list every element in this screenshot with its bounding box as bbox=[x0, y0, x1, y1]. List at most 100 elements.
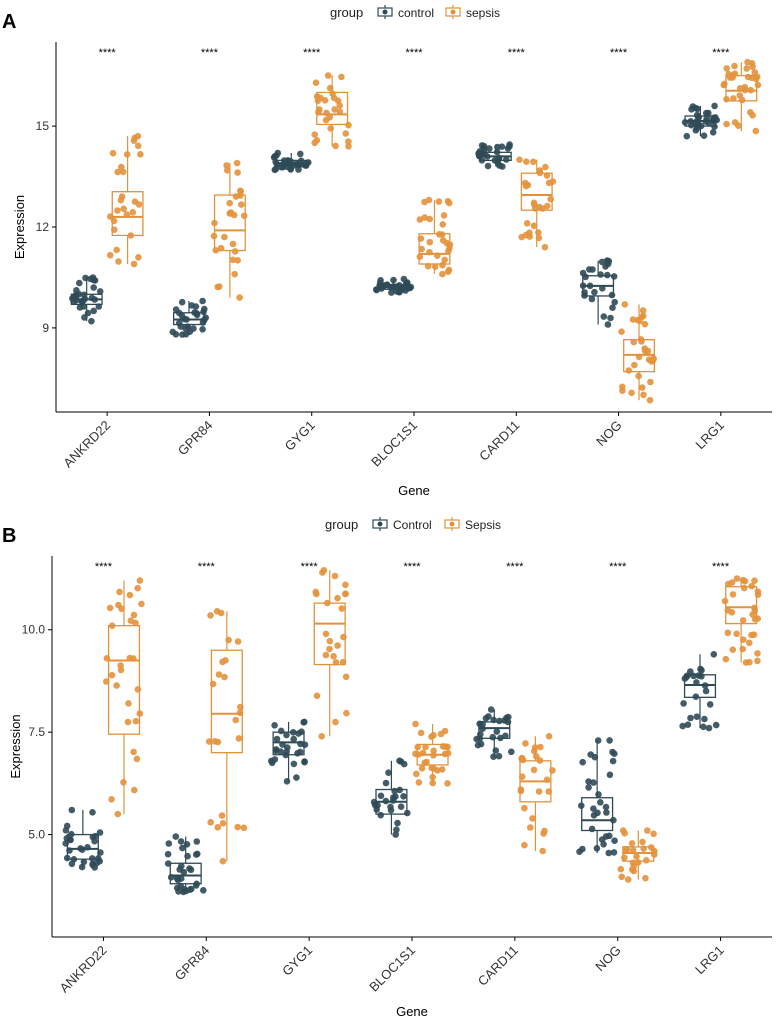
panel-label: B bbox=[2, 525, 16, 547]
data-point bbox=[736, 92, 744, 99]
data-point bbox=[579, 282, 587, 290]
data-point bbox=[701, 682, 709, 689]
x-tick-label: NOG bbox=[592, 943, 624, 975]
data-point bbox=[728, 609, 736, 616]
data-point bbox=[526, 233, 533, 240]
data-point bbox=[530, 158, 537, 166]
data-point bbox=[217, 244, 225, 252]
data-point bbox=[680, 700, 687, 707]
data-point bbox=[113, 246, 120, 254]
box-iqr bbox=[107, 624, 141, 735]
data-point bbox=[621, 854, 628, 861]
y-tick-label: 12 bbox=[36, 220, 50, 234]
data-point bbox=[545, 788, 552, 795]
data-point bbox=[78, 863, 86, 871]
data-point bbox=[279, 741, 286, 748]
box-ANKRD22-control bbox=[69, 274, 104, 325]
legend-label: control bbox=[398, 6, 434, 20]
data-point bbox=[495, 154, 503, 162]
data-point bbox=[92, 832, 99, 840]
data-point bbox=[631, 361, 638, 369]
data-point bbox=[599, 285, 606, 292]
data-point bbox=[733, 630, 740, 638]
data-point bbox=[106, 251, 114, 259]
data-point bbox=[300, 719, 308, 726]
data-point bbox=[709, 129, 717, 136]
data-point bbox=[529, 815, 536, 822]
data-point bbox=[234, 169, 241, 176]
data-point bbox=[705, 724, 713, 732]
data-point bbox=[418, 245, 425, 253]
box-LRG1-Sepsis bbox=[721, 575, 762, 666]
data-point bbox=[177, 875, 185, 882]
data-point bbox=[81, 295, 89, 303]
data-point bbox=[226, 210, 233, 217]
data-point bbox=[684, 721, 692, 728]
legend: group control sepsis bbox=[330, 5, 500, 20]
data-point bbox=[273, 735, 281, 743]
data-point bbox=[633, 853, 640, 860]
data-point bbox=[754, 657, 761, 665]
data-point bbox=[342, 581, 349, 589]
box-BLOC1S1-Sepsis bbox=[412, 720, 452, 787]
significance-label: **** bbox=[610, 47, 628, 59]
significance-label: **** bbox=[99, 47, 117, 59]
data-point bbox=[687, 668, 694, 675]
data-point bbox=[311, 131, 319, 138]
data-point bbox=[434, 252, 441, 259]
data-point bbox=[167, 874, 175, 881]
box-CARD11-Control bbox=[473, 706, 515, 760]
data-point bbox=[377, 792, 385, 800]
data-point bbox=[110, 217, 118, 225]
legend-title: group bbox=[325, 517, 358, 532]
x-axis-label: Gene bbox=[396, 1004, 428, 1019]
data-point bbox=[321, 97, 329, 104]
data-point bbox=[223, 162, 230, 169]
data-point bbox=[214, 738, 222, 746]
data-point bbox=[497, 734, 504, 742]
data-point bbox=[132, 717, 140, 725]
data-point bbox=[606, 771, 614, 779]
data-point bbox=[523, 220, 531, 227]
data-point bbox=[319, 569, 326, 576]
data-point bbox=[210, 232, 218, 240]
data-point bbox=[327, 125, 335, 132]
box-NOG-sepsis bbox=[618, 301, 657, 404]
data-point bbox=[746, 639, 753, 647]
data-point bbox=[80, 858, 88, 866]
data-point bbox=[418, 765, 426, 772]
data-point bbox=[326, 637, 334, 645]
data-point bbox=[223, 167, 231, 174]
data-point bbox=[610, 849, 618, 856]
data-point bbox=[414, 743, 422, 751]
data-point bbox=[743, 65, 750, 72]
data-point bbox=[586, 282, 594, 290]
data-point bbox=[593, 845, 601, 852]
y-axis-label: Expression bbox=[8, 714, 23, 778]
data-point bbox=[106, 604, 114, 612]
data-point bbox=[700, 723, 707, 731]
box-GPR84-sepsis bbox=[210, 159, 248, 301]
data-point bbox=[95, 303, 103, 310]
data-point bbox=[382, 779, 390, 787]
data-point bbox=[445, 266, 453, 274]
data-point bbox=[739, 617, 747, 624]
data-point bbox=[602, 263, 609, 270]
data-point bbox=[723, 65, 730, 72]
data-point bbox=[96, 288, 104, 295]
data-point bbox=[193, 311, 201, 319]
data-point bbox=[271, 756, 279, 763]
box-iqr bbox=[210, 649, 243, 754]
data-point bbox=[530, 222, 538, 230]
data-point bbox=[539, 205, 546, 212]
x-tick-label: CARD11 bbox=[475, 943, 521, 989]
data-point bbox=[441, 256, 449, 264]
data-point bbox=[336, 108, 344, 116]
data-point bbox=[114, 207, 121, 214]
data-point bbox=[134, 142, 142, 150]
data-point bbox=[481, 150, 488, 157]
legend-swatch-control bbox=[377, 5, 393, 19]
data-point bbox=[192, 882, 200, 889]
data-point bbox=[582, 273, 589, 281]
